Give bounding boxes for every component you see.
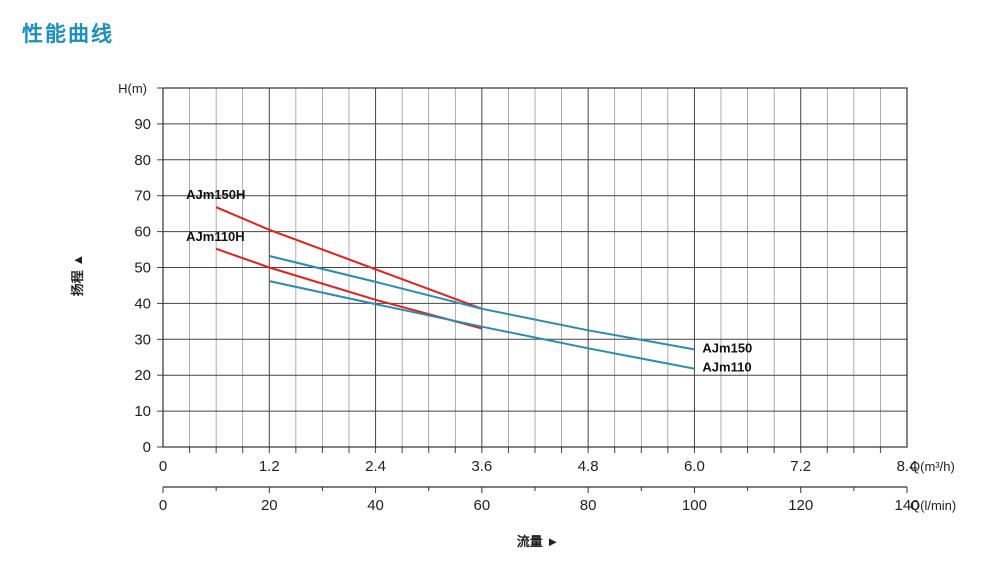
x-tick-label: 4.8: [578, 458, 599, 475]
x-tick-label: 1.2: [259, 458, 280, 475]
y-tick-label: 40: [134, 295, 151, 312]
secondary-x-tick-label: 20: [261, 497, 278, 514]
plot-border: [162, 87, 908, 448]
secondary-x-tick-label: 0: [159, 497, 167, 514]
secondary-x-axis: 0 20 40 60 80 100 120 140: [159, 486, 920, 514]
x-tick-label: 3.6: [471, 458, 492, 475]
y-tick-label: 0: [143, 439, 151, 456]
y-tick-label: 80: [134, 152, 151, 169]
series-label-ajm150h: AJm150H: [186, 187, 245, 202]
secondary-x-tick-label: 100: [682, 497, 707, 514]
x-axis-label: 流量 ►: [517, 534, 559, 549]
y-tick-labels: 0 10 20 30 40 50 60 70 80 90: [134, 116, 151, 456]
x-axis-unit: Q(m³/h): [910, 459, 955, 474]
secondary-x-tick-label: 60: [474, 497, 491, 514]
x-tick-label: 7.2: [790, 458, 811, 475]
y-axis-unit: H(m): [118, 81, 147, 96]
x-tick-label: 2.4: [365, 458, 386, 475]
y-axis-label: 扬程 ▲: [70, 254, 85, 296]
x-tick-label: 6.0: [684, 458, 705, 475]
series-line-ajm110h: [215, 247, 483, 330]
secondary-x-tick-label: 120: [788, 497, 813, 514]
series-label-ajm150: AJm150: [702, 340, 752, 355]
y-tick-label: 60: [134, 224, 151, 241]
y-tick-label: 50: [134, 260, 151, 277]
secondary-x-tick-label: 140: [894, 497, 919, 514]
x-tick-label: 8.4: [897, 458, 918, 475]
y-tick-label: 70: [134, 188, 151, 205]
y-tick-label: 10: [134, 403, 151, 420]
series-line-ajm150: [269, 255, 695, 351]
secondary-x-axis-unit: Q(l/min): [910, 498, 956, 513]
series-label-ajm110: AJm110: [702, 360, 751, 375]
y-tick-label: 90: [134, 116, 151, 133]
chart-grid: [157, 87, 908, 453]
x-tick-labels: 0 1.2 2.4 3.6 4.8 6.0 7.2 8.4: [159, 458, 918, 475]
x-tick-label: 0: [159, 458, 167, 475]
chart-series: [215, 206, 695, 370]
series-line-ajm150h: [215, 206, 483, 310]
y-tick-label: 20: [134, 367, 151, 384]
series-line-ajm110: [269, 280, 695, 370]
y-tick-label: 30: [134, 331, 151, 348]
secondary-x-tick-label: 40: [367, 497, 384, 514]
series-labels: AJm150H AJm110H AJm150 AJm110: [186, 187, 752, 375]
secondary-x-tick-label: 80: [580, 497, 597, 514]
series-label-ajm110h: AJm110H: [186, 229, 245, 244]
page-title: 性能曲线: [22, 22, 114, 46]
